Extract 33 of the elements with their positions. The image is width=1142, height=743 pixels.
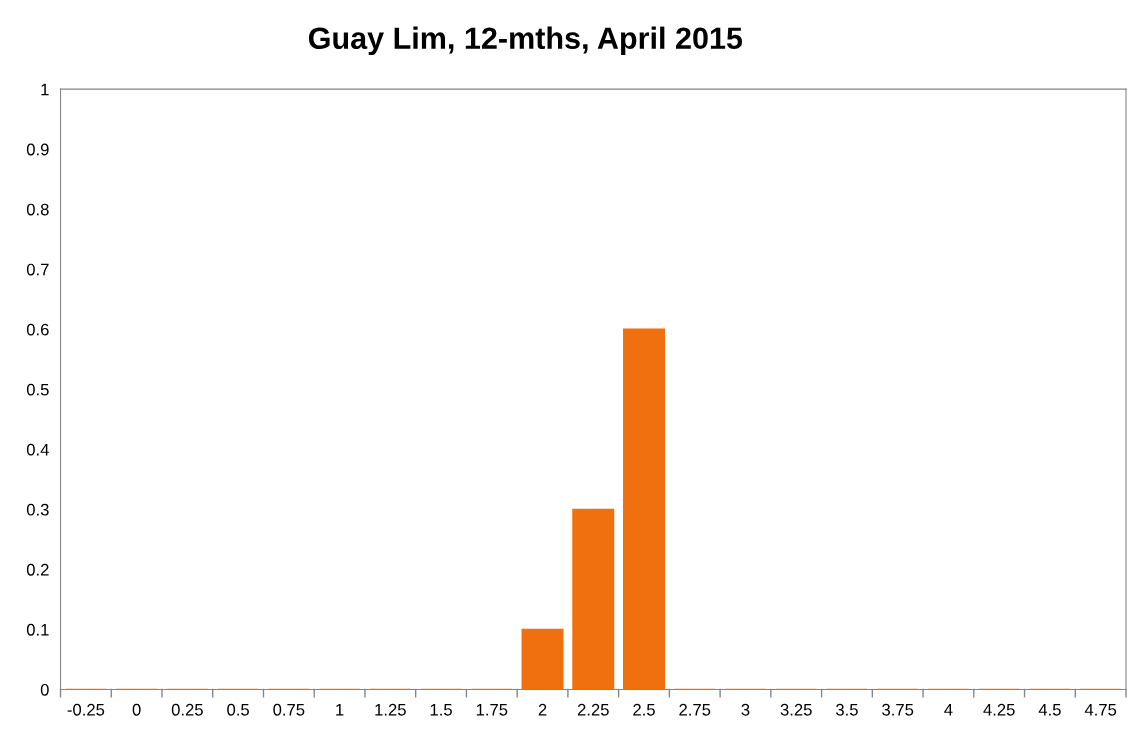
x-tick-label: 2 [538, 703, 547, 716]
y-tick-label: 0.4 [26, 443, 49, 456]
x-tick-label: 4.5 [1038, 704, 1061, 716]
x-tick-label: 3.75 [882, 703, 914, 716]
x-tick-label: 2.5 [633, 703, 655, 716]
x-tick-label: 0.5 [227, 703, 249, 716]
y-tick-label: 0.8 [26, 203, 49, 216]
y-tick-label: 0.9 [26, 143, 49, 156]
x-tick-label: 2.25 [577, 703, 609, 716]
x-tick-label: 3.25 [780, 703, 812, 716]
y-tick-label: 0.5 [26, 383, 49, 396]
x-tick-label: -0.25 [67, 703, 105, 716]
x-tick-label: 1.5 [430, 704, 452, 716]
y-tick-label: 0 [40, 683, 49, 696]
y-tick-label: 0.6 [26, 323, 49, 336]
x-tick-label: 0 [132, 703, 141, 716]
x-tick-label: 0.25 [171, 703, 203, 716]
x-tick-label: 4.25 [983, 703, 1015, 716]
x-tick-label: 2.75 [679, 703, 711, 716]
y-tick-label: 1 [41, 83, 49, 96]
y-tick-label: 0.7 [26, 263, 49, 276]
x-tick-label: 3 [741, 703, 750, 716]
y-tick-label: 0.1 [26, 623, 49, 636]
x-tick-label: 4.75 [1084, 704, 1117, 716]
y-tick-label: 0.3 [26, 503, 49, 516]
x-tick-label: 3.5 [836, 703, 858, 716]
x-tick-label: 1 [336, 704, 344, 716]
x-tick-label: 1.25 [375, 703, 406, 716]
x-tick-label: 1.75 [476, 704, 508, 716]
x-tick-label: 4 [944, 704, 953, 716]
y-tick-label: 0.2 [26, 563, 49, 576]
x-tick-label: 0.75 [273, 703, 305, 716]
chart-title: Guay Lim, 12-mths, April 2015 [308, 26, 743, 56]
